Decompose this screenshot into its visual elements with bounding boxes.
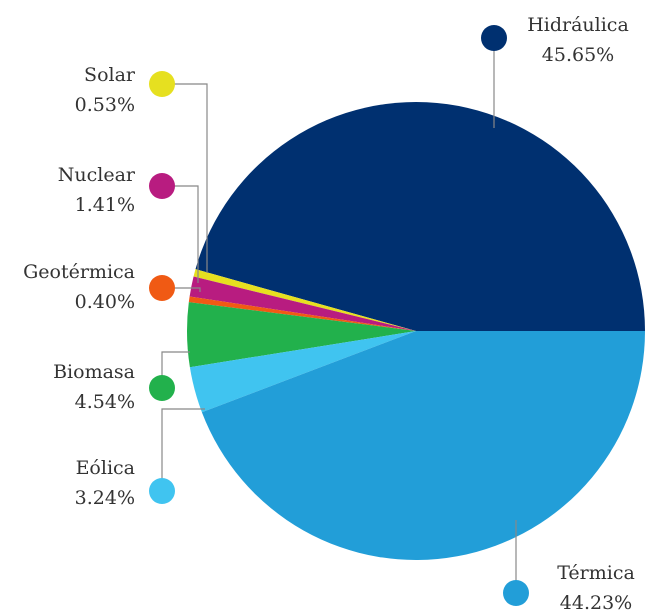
value-label: 4.54% [75,391,135,413]
value-label: 0.53% [75,94,135,116]
pie-slice [193,269,416,331]
pie-slice [189,331,416,413]
legend-dot [149,478,175,504]
pie-slice [195,102,646,331]
value-label: 1.41% [75,194,135,216]
leader-line [161,408,205,491]
legend-dot [149,173,175,199]
legend-dot [149,275,175,301]
category-label: Térmica [557,562,635,584]
pie-slice [188,296,416,331]
legend-dot [481,25,507,51]
value-label: 44.23% [560,592,632,610]
value-label: 3.24% [75,487,135,509]
pie-slice [201,331,646,560]
category-label: Biomasa [53,361,135,383]
value-label: 45.65% [542,44,614,66]
legend-dot [503,580,529,606]
category-label: Solar [84,64,136,86]
pie [187,102,646,560]
legend-dot [149,71,175,97]
category-label: Geotérmica [23,261,135,283]
leader-line [162,185,199,283]
pie-slice [187,302,416,368]
legend-dot [149,375,175,401]
category-label: Hidráulica [527,14,629,36]
category-label: Eólica [76,457,135,479]
leader-line [162,83,208,273]
value-label: 0.40% [75,291,135,313]
pie-slice [189,276,416,331]
category-label: Nuclear [58,164,136,186]
